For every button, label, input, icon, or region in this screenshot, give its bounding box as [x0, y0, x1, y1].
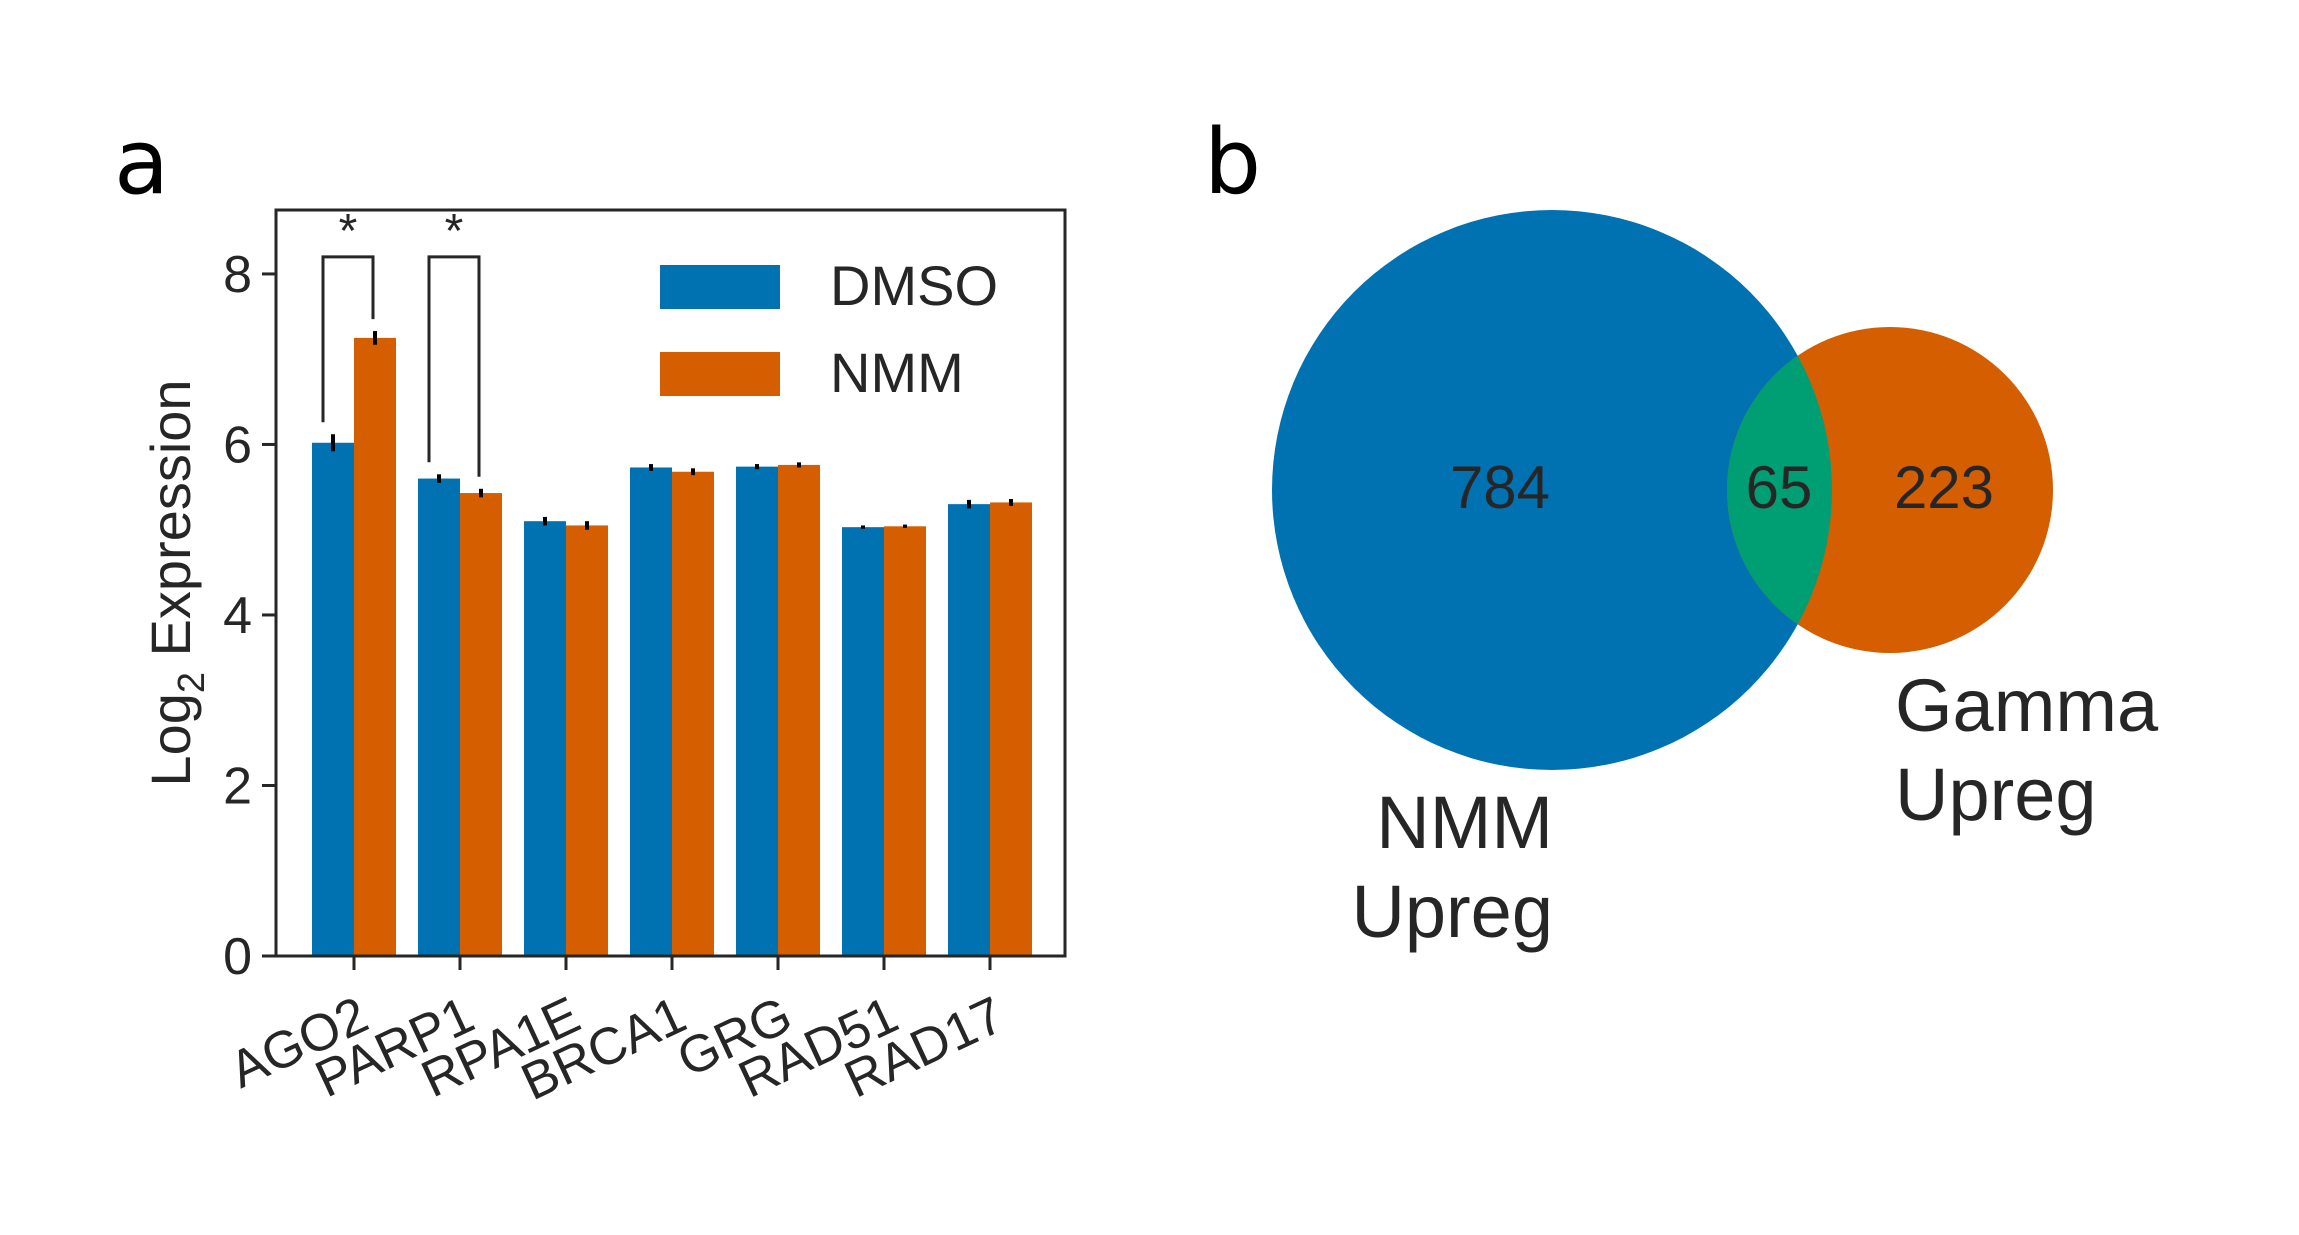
- bar-nmm-rad51: [884, 526, 926, 956]
- bar-dmso-ago2: [312, 442, 354, 956]
- bar-nmm-grg: [778, 464, 820, 956]
- significance-bracket-ago2: [321, 255, 375, 423]
- y-axis-title: Log2 Expression: [139, 379, 213, 786]
- legend-label-nmm: NMM: [830, 341, 964, 404]
- venn-intersection: [1727, 327, 1832, 653]
- bar-dmso-grg: [736, 466, 778, 956]
- panel-letter-a: a: [114, 110, 169, 215]
- bar-dmso-brca1: [630, 467, 672, 956]
- y-tick-label-2: 2: [223, 757, 252, 815]
- y-tick-label-6: 6: [223, 416, 252, 474]
- plot-frame: [274, 208, 1067, 958]
- bar-dmso-rad51: [842, 527, 884, 956]
- legend: DMSO NMM: [660, 254, 998, 404]
- y-axis-title-subscript: 2: [171, 672, 213, 693]
- venn-circle-nmm: [1272, 210, 1832, 770]
- bar-dmso-rpa1e: [524, 521, 566, 956]
- bar-nmm-rpa1e: [566, 525, 608, 956]
- bar-nmm-brca1: [672, 471, 714, 956]
- legend-swatch-dmso: [660, 265, 780, 309]
- venn-label-gamma-line2: Upreg: [1895, 753, 2097, 836]
- venn-diagram: 784 65 223 NMM Upreg Gamma Upreg: [1272, 210, 2159, 953]
- y-axis-title-suffix: Expression: [139, 379, 202, 672]
- legend-label-dmso: DMSO: [830, 254, 998, 317]
- significance-bracket-parp1: [427, 255, 481, 477]
- y-tick-label-0: 0: [223, 928, 252, 986]
- venn-count-nmm-only: 784: [1450, 454, 1550, 521]
- venn-label-gamma-line1: Gamma: [1895, 664, 2159, 747]
- significance-group: * *: [321, 205, 481, 477]
- panel-letter-b: b: [1204, 110, 1261, 215]
- y-axis: 0 2 4 6 8: [223, 246, 276, 986]
- errorbars-group: [331, 331, 1013, 530]
- venn-count-intersection: 65: [1746, 454, 1813, 521]
- bar-dmso-parp1: [418, 478, 460, 956]
- significance-star-ago2: *: [339, 205, 358, 258]
- bar-dmso-rad17: [948, 504, 990, 956]
- venn-count-gamma-only: 223: [1894, 454, 1994, 521]
- bar-nmm-rad17: [990, 502, 1032, 956]
- bar-nmm-parp1: [460, 493, 502, 956]
- y-axis-title-main: Log: [139, 693, 202, 786]
- legend-swatch-nmm: [660, 352, 780, 396]
- venn-label-nmm-line1: NMM: [1376, 781, 1553, 864]
- bar-nmm-ago2: [354, 337, 396, 956]
- significance-star-parp1: *: [445, 205, 464, 258]
- y-tick-label-4: 4: [223, 587, 252, 645]
- y-tick-label-8: 8: [223, 246, 252, 304]
- bars-group: [312, 337, 1032, 956]
- venn-label-nmm-line2: Upreg: [1351, 870, 1553, 953]
